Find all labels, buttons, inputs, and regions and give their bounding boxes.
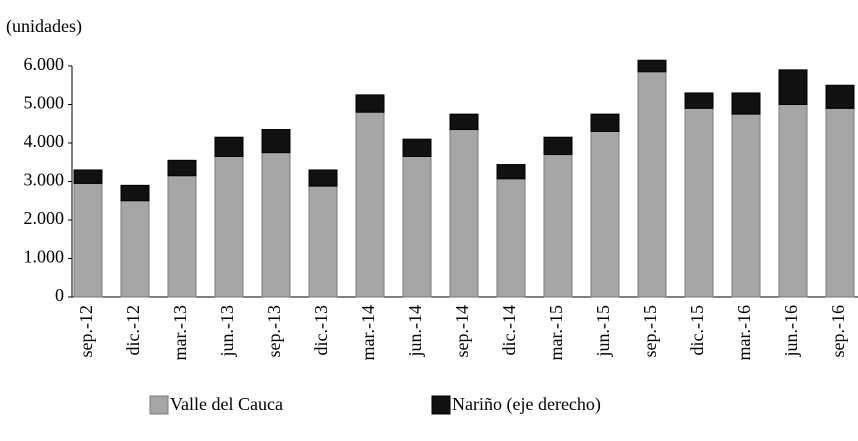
legend-swatch xyxy=(431,395,451,415)
bar-segment xyxy=(496,164,526,180)
bar-segment xyxy=(73,182,103,298)
x-tick-label: mar.-16 xyxy=(734,305,754,361)
x-tick-label: dic.-14 xyxy=(499,305,519,355)
x-tick-label: sep.-12 xyxy=(76,305,96,358)
y-tick-label: 4.000 xyxy=(24,131,65,151)
bar-segment xyxy=(778,69,808,105)
x-tick-label: mar.-13 xyxy=(170,305,190,361)
bar-segment xyxy=(355,111,385,298)
bar-segment xyxy=(543,154,573,298)
bar-segment xyxy=(590,130,620,298)
bar-segment xyxy=(355,94,385,113)
x-tick-label: dic.-13 xyxy=(311,305,331,355)
x-tick-label: sep.-13 xyxy=(264,305,284,358)
x-tick-label: sep.-16 xyxy=(828,305,848,358)
bar-segment xyxy=(167,159,197,177)
y-tick-label: 2.000 xyxy=(24,208,65,228)
x-tick-label: jun.-16 xyxy=(781,305,801,358)
bar-segment xyxy=(261,129,291,154)
bar-segment xyxy=(449,129,479,298)
x-tick-label: mar.-15 xyxy=(546,305,566,361)
bar-segment xyxy=(731,92,761,115)
x-tick-label: sep.-15 xyxy=(640,305,660,358)
bar-segment xyxy=(496,178,526,298)
x-tick-label: jun.-14 xyxy=(405,305,425,358)
y-tick-label: 6.000 xyxy=(24,54,65,74)
bar-segment xyxy=(120,184,150,202)
bar-segment xyxy=(825,107,855,298)
legend-swatch xyxy=(149,395,169,415)
y-tick-label: 0 xyxy=(55,285,64,305)
y-tick-label: 5.000 xyxy=(24,93,65,113)
bar-segment xyxy=(590,113,620,132)
bar-segment xyxy=(778,104,808,298)
bar-segment xyxy=(637,59,667,73)
x-tick-label: mar.-14 xyxy=(358,305,378,361)
bar-segment xyxy=(120,200,150,298)
y-tick-label: 1.000 xyxy=(24,247,65,267)
x-tick-label: jun.-15 xyxy=(593,305,613,358)
bar-segment xyxy=(308,169,338,187)
bar-segment xyxy=(214,136,244,157)
x-tick-label: jun.-13 xyxy=(217,305,237,358)
bar-segment xyxy=(261,152,291,298)
y-tick-label: 3.000 xyxy=(24,170,65,190)
x-tick-label: sep.-14 xyxy=(452,305,472,358)
legend-label: Nariño (eje derecho) xyxy=(452,394,601,415)
bar-segment xyxy=(449,113,479,131)
bar-segment xyxy=(684,92,714,109)
x-tick-label: dic.-12 xyxy=(123,305,143,355)
bar-segment xyxy=(167,175,197,298)
bar-segment xyxy=(543,136,573,156)
bar-segment xyxy=(73,169,103,184)
bar-segment xyxy=(684,107,714,298)
x-tick-label: dic.-15 xyxy=(687,305,707,355)
bar-segment xyxy=(402,138,432,157)
bar-segment xyxy=(731,113,761,298)
legend-label: Valle del Cauca xyxy=(170,394,283,414)
bar-segment xyxy=(214,155,244,298)
bar-segment xyxy=(825,84,855,109)
bar-segment xyxy=(402,155,432,298)
bar-segment xyxy=(637,71,667,298)
unit-label: (unidades) xyxy=(6,16,82,37)
bar-segment xyxy=(308,185,338,298)
